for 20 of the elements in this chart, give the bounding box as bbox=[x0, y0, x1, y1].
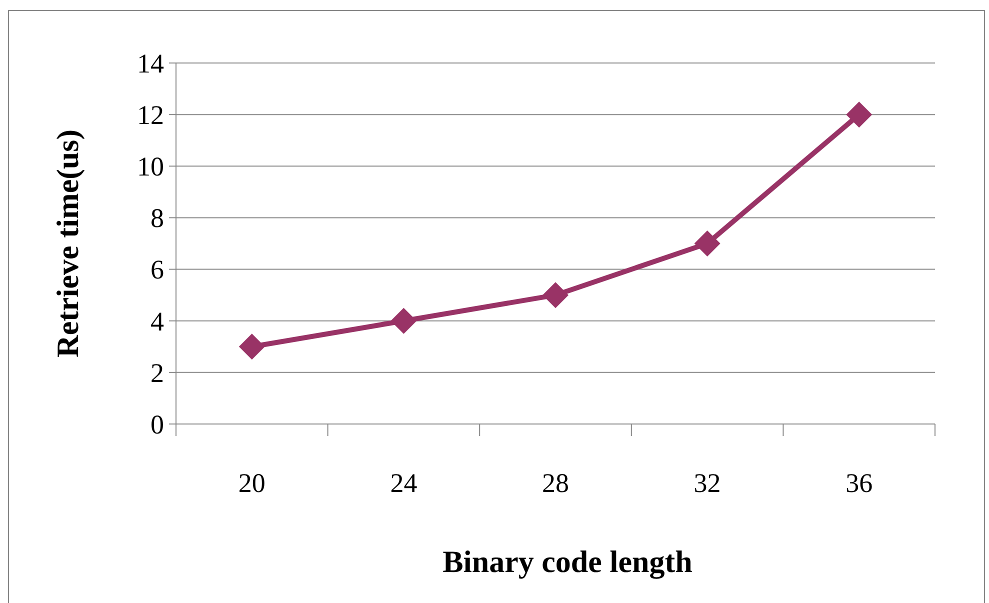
y-tick-label: 14 bbox=[137, 48, 164, 78]
y-tick-label: 10 bbox=[137, 152, 164, 182]
x-tick-label: 20 bbox=[238, 468, 266, 498]
x-tick-label: 24 bbox=[390, 468, 418, 498]
y-tick-label: 4 bbox=[150, 306, 164, 336]
x-tick-label: 32 bbox=[694, 468, 721, 498]
point bbox=[238, 334, 265, 360]
point bbox=[542, 282, 568, 308]
x-tick-label: 28 bbox=[542, 468, 569, 498]
y-tick-label: 6 bbox=[150, 254, 164, 285]
point bbox=[846, 102, 872, 128]
y-tick-label: 12 bbox=[137, 100, 164, 130]
x-tick-label: 36 bbox=[846, 468, 873, 498]
y-tick-label: 0 bbox=[150, 409, 164, 440]
x-axis-title: Binary code length bbox=[442, 544, 692, 579]
point bbox=[694, 230, 720, 256]
y-axis-title: Retrieve time(us) bbox=[50, 129, 85, 358]
y-tick-label: 2 bbox=[150, 358, 164, 388]
y-tick-label: 8 bbox=[150, 203, 164, 234]
point bbox=[390, 308, 417, 334]
